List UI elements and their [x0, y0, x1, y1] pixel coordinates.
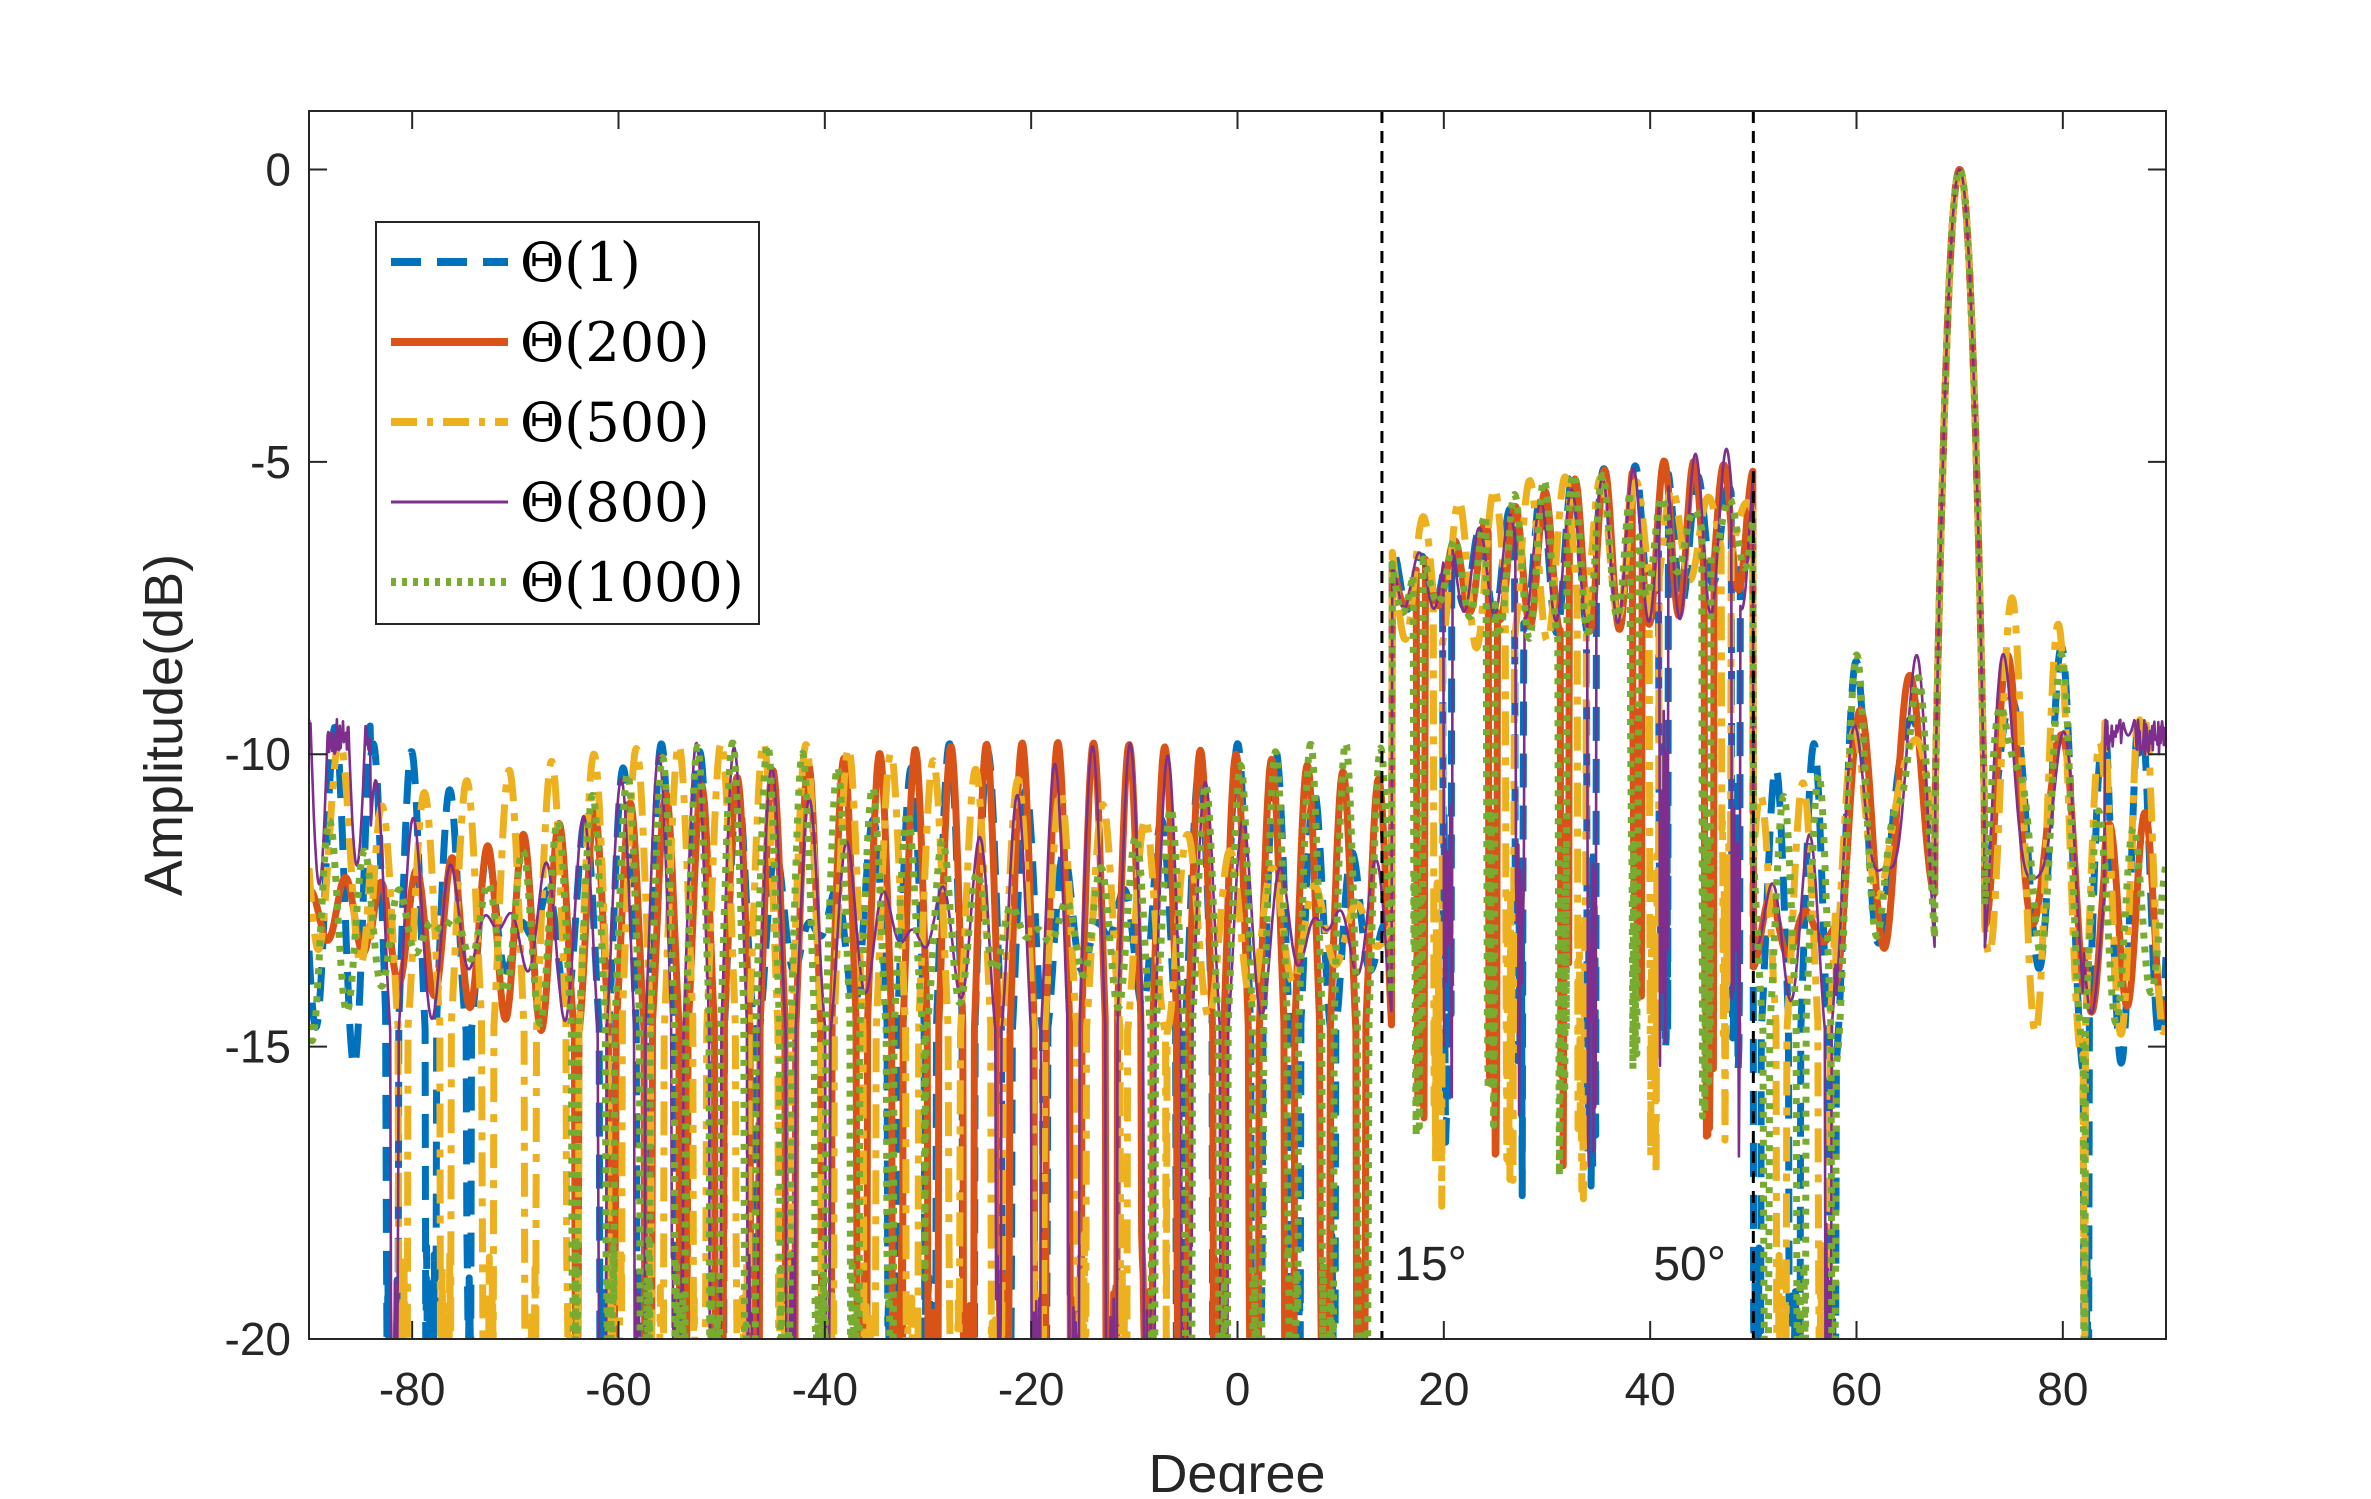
- legend-label: Θ(800): [520, 471, 709, 534]
- x-tick-label: 0: [1225, 1363, 1251, 1415]
- x-tick-label: -20: [998, 1363, 1064, 1415]
- x-tick-label: -80: [379, 1363, 445, 1415]
- annotations: 15° 50°: [1394, 1238, 1726, 1291]
- legend-label: Θ(1): [520, 231, 641, 294]
- legend-label: Θ(500): [520, 391, 709, 454]
- x-tick-label: 60: [1831, 1363, 1882, 1415]
- x-tick-label: 20: [1418, 1363, 1469, 1415]
- x-tick-label: -40: [792, 1363, 858, 1415]
- series-layer: [309, 166, 2166, 1339]
- x-tick-label: 80: [2037, 1363, 2088, 1415]
- axes: -80 -60 -40 -20 0 20 40 60 80 0 -5 -10 -15 -20: [225, 111, 2166, 1415]
- y-tick-label: -5: [250, 436, 291, 488]
- annotation-label: 15°: [1394, 1238, 1467, 1291]
- y-tick-label: -20: [225, 1313, 291, 1365]
- x-tick-label: 40: [1625, 1363, 1676, 1415]
- series-line-0: [309, 166, 2166, 1339]
- y-axis-title: Amplitude(dB): [134, 554, 194, 896]
- y-tick-label: 0: [265, 143, 291, 195]
- legend-label: Θ(1000): [520, 551, 744, 614]
- x-axis-title: Degree: [1148, 1444, 1325, 1494]
- legend: Θ(1) Θ(200) Θ(500) Θ(800) Θ(1000): [375, 221, 760, 625]
- y-tick-label: -10: [225, 728, 291, 780]
- x-tick-label: -60: [585, 1363, 651, 1415]
- legend-label: Θ(200): [520, 311, 709, 374]
- legend-box: [375, 221, 760, 625]
- reference-lines: [1380, 111, 1755, 1339]
- y-tick-label: -15: [225, 1021, 291, 1073]
- annotation-label: 50°: [1653, 1238, 1726, 1291]
- series-line-4: [309, 166, 2166, 1339]
